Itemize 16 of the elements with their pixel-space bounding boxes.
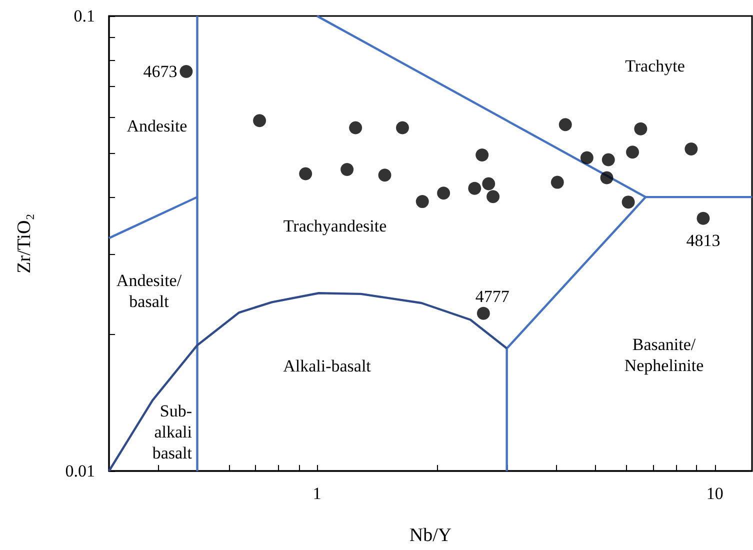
- y-tick-label: 0.1: [74, 6, 95, 26]
- annotation: Basanite/ Nephelinite: [624, 335, 704, 375]
- annotation: Trachyte: [625, 56, 685, 76]
- annotation: 4813: [686, 230, 720, 250]
- y-tick-label: 0.01: [65, 462, 95, 480]
- x-tick-label: 10: [706, 484, 724, 503]
- y-axis-title: Zr/TiO₂: [14, 214, 35, 274]
- annotation: 4777: [475, 286, 510, 306]
- annotation: 4673: [143, 62, 178, 82]
- annotation: Alkali-basalt: [283, 356, 372, 376]
- x-axis-title: Nb/Y: [409, 525, 452, 546]
- x-tick-label: 1: [312, 484, 322, 503]
- annotation: Trachyandesite: [283, 216, 387, 236]
- annotation: Sub- alkali basalt: [152, 402, 192, 462]
- annotation: Andesite/ basalt: [116, 271, 182, 311]
- annotation: Andesite: [126, 116, 188, 136]
